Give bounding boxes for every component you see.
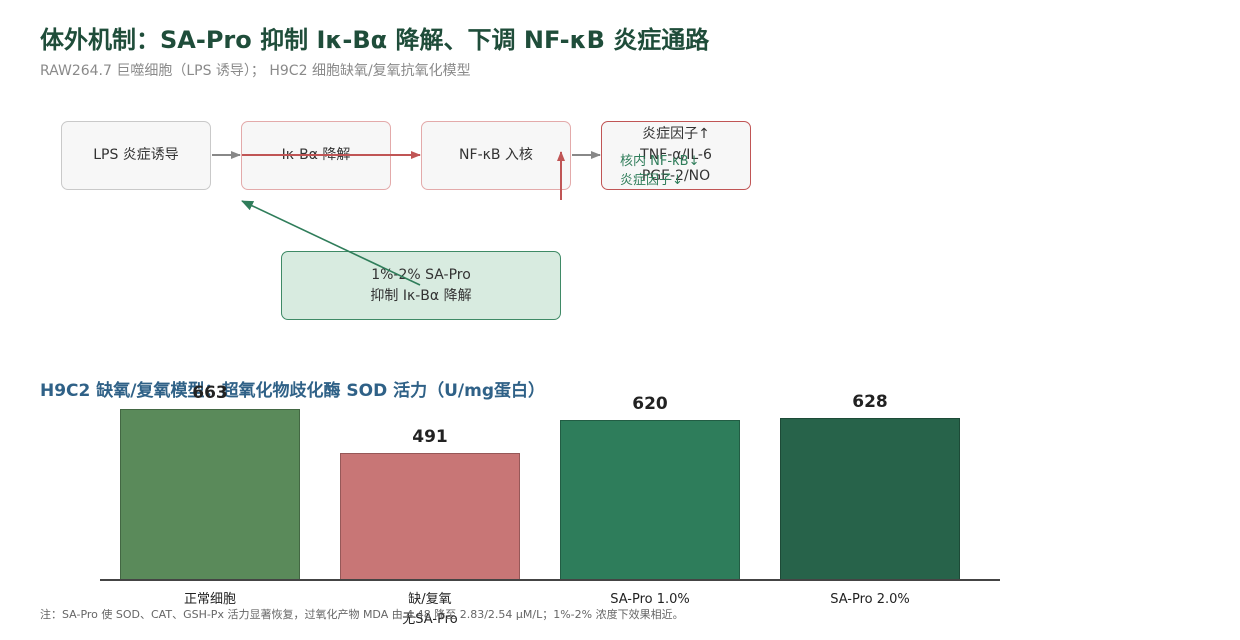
node-label: PGE-2/NO	[641, 168, 711, 184]
bar-value-label: 491	[412, 427, 448, 448]
footnote: 注：SA-Pro 使 SOD、CAT、GSH-Px 活力显著恢复，过氧化产物 M…	[40, 608, 684, 621]
node-nfkb-nuclear: NF-κB 入核	[421, 121, 571, 190]
category-label: 缺/复氧无SA-Pro	[340, 590, 520, 630]
node-ikb-degradation: Iκ-Bα 降解	[241, 121, 391, 190]
page-title: 体外机制：SA-Pro 抑制 Iκ-Bα 降解、下调 NF-κB 炎症通路	[40, 26, 710, 54]
bar-value-label: 620	[632, 394, 668, 415]
x-axis-line	[100, 579, 1000, 581]
effect-nuclear-nfkb: 核内 NF-κB↓	[620, 154, 700, 169]
bar-2	[340, 453, 520, 580]
category-label-line: 无SA-Pro	[402, 612, 458, 627]
category-label: SA-Pro 2.0%	[780, 590, 960, 610]
node-label: NF-κB 入核	[459, 147, 533, 163]
node-label: 炎症因子↑	[642, 126, 710, 142]
bar-3	[560, 420, 740, 580]
bar-value-label: 663	[192, 383, 228, 403]
node-sa-pro-intervention: 1%-2% SA-Pro 抑制 Iκ-Bα 降解	[281, 251, 561, 320]
bar-value-label: 628	[852, 392, 888, 413]
bar-4	[780, 418, 960, 580]
category-label-line: SA-Pro 2.0%	[830, 592, 910, 607]
node-inflammatory-factors: 炎症因子↑ TNF-α/IL-6 PGE-2/NO	[601, 121, 751, 190]
node-label: LPS 炎症诱导	[93, 147, 179, 163]
node-lps-induction: LPS 炎症诱导	[61, 121, 211, 190]
chart-title: H9C2 缺氧/复氧模型：超氧化物歧化酶 SOD 活力（U/mg蛋白）	[40, 381, 546, 401]
category-label-line: 缺/复氧	[408, 592, 452, 607]
category-label-line: 正常细胞	[183, 592, 236, 607]
node-label: 抑制 Iκ-Bα 降解	[370, 287, 472, 304]
node-label: 1%-2% SA-Pro	[371, 266, 471, 283]
bar-1	[120, 409, 300, 580]
category-label: 正常细胞	[120, 590, 300, 610]
page-subtitle: RAW264.7 巨噬细胞（LPS 诱导）； H9C2 细胞缺氧/复氧抗氧化模型	[40, 63, 471, 79]
category-label-line: SA-Pro 1.0%	[610, 592, 690, 607]
node-label: Iκ-Bα 降解	[281, 147, 351, 163]
node-label: TNF-α/IL-6	[640, 147, 712, 163]
category-label: SA-Pro 1.0%	[560, 590, 740, 610]
effect-inflammatory-down: 炎症因子↓	[620, 173, 683, 188]
